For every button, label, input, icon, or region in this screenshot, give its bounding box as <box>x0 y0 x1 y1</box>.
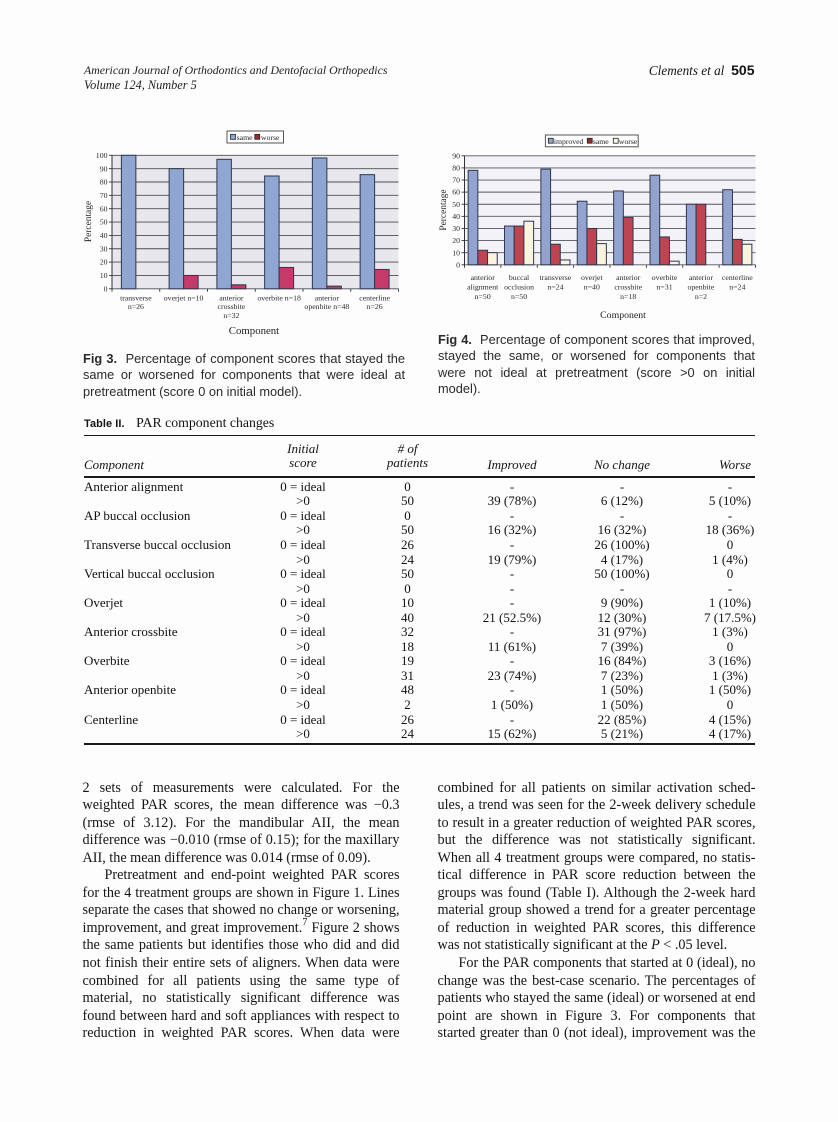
svg-text:worse: worse <box>619 137 638 146</box>
svg-text:Component: Component <box>600 310 646 321</box>
svg-text:60: 60 <box>452 188 460 197</box>
svg-text:centerline: centerline <box>359 294 390 303</box>
svg-text:transverse: transverse <box>120 294 152 303</box>
svg-text:anterior: anterior <box>689 273 714 282</box>
svg-text:30: 30 <box>100 244 108 253</box>
svg-text:anterior: anterior <box>315 294 340 303</box>
svg-text:overjet n=10: overjet n=10 <box>164 294 204 303</box>
svg-text:Percentage: Percentage <box>84 201 94 242</box>
svg-text:anterior: anterior <box>616 273 641 282</box>
svg-text:centerline: centerline <box>722 273 753 282</box>
svg-text:occlusion: occlusion <box>504 283 534 292</box>
svg-text:60: 60 <box>100 204 108 213</box>
svg-text:n=24: n=24 <box>729 283 745 292</box>
svg-text:70: 70 <box>452 176 460 185</box>
svg-text:40: 40 <box>100 231 108 240</box>
svg-text:20: 20 <box>452 236 460 245</box>
svg-text:70: 70 <box>100 191 108 200</box>
svg-text:n=18: n=18 <box>620 292 636 301</box>
svg-text:10: 10 <box>452 248 460 257</box>
svg-text:worse: worse <box>261 133 280 142</box>
svg-text:50: 50 <box>452 200 460 209</box>
svg-text:30: 30 <box>452 224 460 233</box>
svg-text:90: 90 <box>100 164 108 173</box>
svg-text:n=50: n=50 <box>475 292 491 301</box>
svg-text:n=2: n=2 <box>695 292 707 301</box>
svg-text:overbite: overbite <box>652 273 678 282</box>
svg-text:openbite: openbite <box>688 283 715 292</box>
svg-text:100: 100 <box>96 151 108 160</box>
svg-text:n=50: n=50 <box>511 292 527 301</box>
svg-text:buccal: buccal <box>509 273 530 282</box>
svg-text:n=40: n=40 <box>584 283 600 292</box>
svg-text:n=31: n=31 <box>657 283 673 292</box>
svg-text:Component: Component <box>229 325 279 337</box>
svg-text:Percentage: Percentage <box>439 189 449 230</box>
svg-text:crossbite: crossbite <box>218 302 246 311</box>
svg-text:overjet: overjet <box>581 273 603 282</box>
svg-text:same: same <box>593 137 609 146</box>
svg-text:20: 20 <box>100 258 108 267</box>
svg-text:openbite n=48: openbite n=48 <box>304 302 349 311</box>
svg-text:crossbite: crossbite <box>614 283 642 292</box>
svg-text:80: 80 <box>452 164 460 173</box>
svg-text:n=32: n=32 <box>223 311 239 320</box>
svg-text:0: 0 <box>104 284 108 293</box>
svg-text:0: 0 <box>456 260 460 269</box>
svg-text:80: 80 <box>100 178 108 187</box>
svg-text:n=24: n=24 <box>547 283 563 292</box>
svg-text:anterior: anterior <box>219 294 244 303</box>
svg-text:10: 10 <box>100 271 108 280</box>
svg-text:40: 40 <box>452 212 460 221</box>
svg-text:overbite n=18: overbite n=18 <box>257 294 301 303</box>
svg-text:improved: improved <box>554 137 584 146</box>
svg-text:alignment: alignment <box>467 283 499 292</box>
svg-text:same: same <box>237 133 254 142</box>
svg-text:transverse: transverse <box>540 273 572 282</box>
svg-text:n=26: n=26 <box>128 302 144 311</box>
svg-text:anterior: anterior <box>471 273 496 282</box>
svg-text:50: 50 <box>100 218 108 227</box>
svg-text:n=26: n=26 <box>367 302 383 311</box>
svg-text:90: 90 <box>452 151 460 160</box>
